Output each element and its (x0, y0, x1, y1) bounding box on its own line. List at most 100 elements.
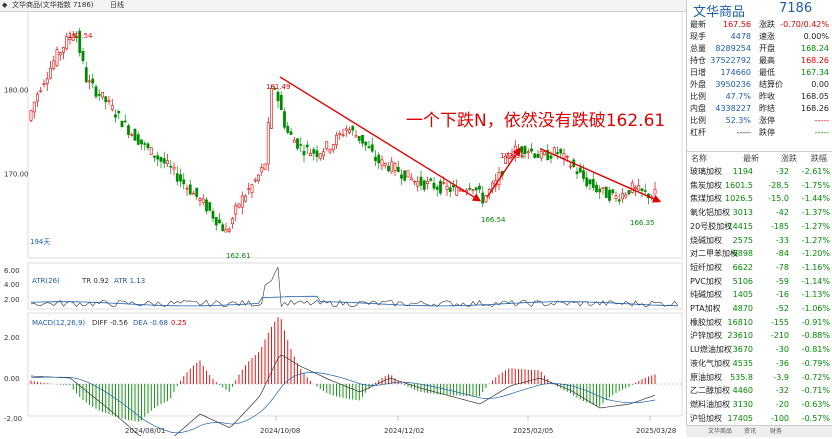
list-item-chg: -210 (770, 331, 789, 341)
kline-chart[interactable]: 180.00 170.00 187.54 181.49 162.61 173.3… (0, 10, 686, 439)
atr-value-label: ATR 1.13 (114, 277, 145, 285)
candle-body (598, 188, 602, 193)
candle-body (354, 135, 358, 138)
tab-finance[interactable]: 财务 (770, 428, 783, 435)
candle-body (617, 199, 621, 202)
candle-body (110, 105, 114, 110)
list-item-chg: -33 (775, 235, 789, 245)
candle-body (426, 181, 429, 184)
list-item[interactable]: 纯碱加权 1405 -16 -1.13% (687, 289, 832, 301)
candle-body (114, 114, 117, 118)
list-item-pct: -0.72% (801, 372, 830, 382)
quote-value: ----- (814, 128, 829, 137)
candle-body (244, 195, 247, 202)
quote-row: 最新 167.56 涨跌 -0.70/0.42% (687, 19, 832, 30)
list-item-last: 4535 (732, 358, 753, 368)
list-item[interactable]: 橡胶加权 16810 -155 -0.91% (687, 317, 832, 329)
tab-news[interactable]: 资讯 (744, 428, 757, 435)
list-item[interactable]: 乙二醇加权 4460 -32 -0.71% (687, 385, 832, 397)
tab-quote[interactable]: 文华商品 (708, 428, 733, 435)
xdate-5: 2025/03/28 (636, 427, 676, 435)
period-menu[interactable]: 日线 (110, 1, 124, 9)
atr-line (30, 295, 678, 307)
list-item-name: 焦炭加权 (690, 180, 722, 190)
list-item[interactable]: 沪锌加权 23610 -210 -0.88% (687, 330, 832, 342)
candle-body (539, 151, 543, 159)
list-item-last: 2575 (732, 235, 753, 245)
panel-frame (27, 262, 683, 310)
candle-body (569, 165, 572, 168)
list-item[interactable]: 沪铅加权 17405 -100 -0.57% (687, 413, 832, 425)
list-item-chg: -20 (775, 399, 789, 409)
list-item[interactable]: LU燃油加权 3670 -30 -0.81% (687, 344, 832, 356)
quote-label: 涨跌 (759, 20, 775, 29)
list-item[interactable]: 焦煤加权 1026.5 -15.0 -1.44% (687, 193, 832, 205)
quote-value: 0.00 (811, 80, 829, 89)
list-item[interactable]: 短纤加权 6622 -78 -1.16% (687, 262, 832, 274)
candle-body (640, 188, 644, 191)
candle-body (208, 202, 212, 211)
list-item-last: 17405 (727, 413, 753, 423)
candle-body (595, 184, 598, 192)
candle-body (192, 192, 195, 195)
list-item-pct: -0.71% (801, 386, 830, 396)
candle-body (458, 189, 462, 192)
list-item-chg: -32 (775, 167, 789, 176)
quote-value: ----- (814, 116, 829, 125)
list-item[interactable]: PTA加权 4870 -52 -1.06% (687, 303, 832, 315)
quote-value: 8289254 (715, 44, 751, 53)
quote-label: 杠杆 (690, 128, 706, 137)
list-item[interactable]: 原油加权 535.8 -3.9 -0.72% (687, 372, 832, 384)
label-bounce-high: 173.34 (500, 152, 525, 160)
list-item-last: 4460 (732, 386, 753, 396)
candle-body (377, 154, 381, 164)
candle-body (361, 134, 364, 144)
candle-body (133, 128, 137, 141)
candle-body (611, 189, 615, 194)
candle-body (185, 187, 189, 190)
atr-tr-label: TR 0.92 (81, 277, 109, 285)
quote-label: 昨收 (759, 92, 775, 101)
list-item-name: 纯碱加权 (690, 290, 722, 300)
candle-body (474, 187, 478, 191)
list-item-pct: -1.27% (801, 221, 830, 231)
panel-frame (27, 312, 683, 417)
list-item[interactable]: 氧化铝加权 3013 -42 -1.37% (687, 207, 832, 219)
candle-body (62, 47, 65, 53)
list-item-chg: -15.0 (768, 194, 789, 204)
candle-body (39, 90, 43, 93)
quote-value: 0.00% (803, 32, 829, 41)
list-item[interactable]: 燃料油加权 3130 -20 -0.63% (687, 399, 832, 411)
list-item[interactable]: 烧碱加权 2575 -33 -1.27% (687, 235, 832, 247)
list-item[interactable]: 对二甲苯加权 6898 -84 -1.20% (687, 248, 832, 260)
candle-body (318, 153, 322, 159)
candle-body (565, 155, 569, 158)
list-item[interactable]: PVC加权 5106 -59 -1.14% (687, 276, 832, 288)
candle-body (214, 217, 218, 226)
list-header-name: 名称 (691, 154, 707, 163)
list-item[interactable]: 焦炭加权 1601.5 -28.5 -1.75% (687, 180, 832, 192)
candle-body (153, 155, 156, 158)
quote-row: 内盘 4338227 昨结 168.26 (687, 103, 832, 114)
quote-value: 3950236 (715, 80, 751, 89)
candle-body (455, 186, 459, 196)
list-item[interactable]: 液化气加权 4535 -36 -0.79% (687, 358, 832, 370)
xdate-3: 2024/12/02 (384, 427, 424, 435)
quote-row: 外盘 3950236 结算价 0.00 (687, 79, 832, 90)
candle-body (289, 131, 293, 135)
chart-area[interactable]: 180.00 170.00 187.54 181.49 162.61 173.3… (0, 10, 686, 439)
candle-body (296, 138, 299, 149)
candle-body (156, 155, 160, 160)
quote-panel: 文华商品 7186 最新 167.56 涨跌 -0.70/0.42% 现手 4478 速涨 0… (686, 0, 832, 436)
ytick-macd-neg2: -2.00 (4, 415, 22, 423)
candle-body (162, 158, 166, 164)
list-item[interactable]: 玻璃加权 1194 -32 -2.61% (687, 166, 832, 178)
candle-body (97, 93, 101, 96)
quote-label: 速涨 (759, 32, 775, 41)
list-item[interactable]: 20号胶加权 14415 -185 -1.27% (687, 221, 832, 233)
macd-dea-label: DEA -0.68 (133, 319, 168, 327)
candle-body (276, 91, 280, 102)
quote-value: 167.56 (723, 20, 751, 29)
candle-body (406, 170, 410, 178)
candle-body (88, 80, 91, 83)
